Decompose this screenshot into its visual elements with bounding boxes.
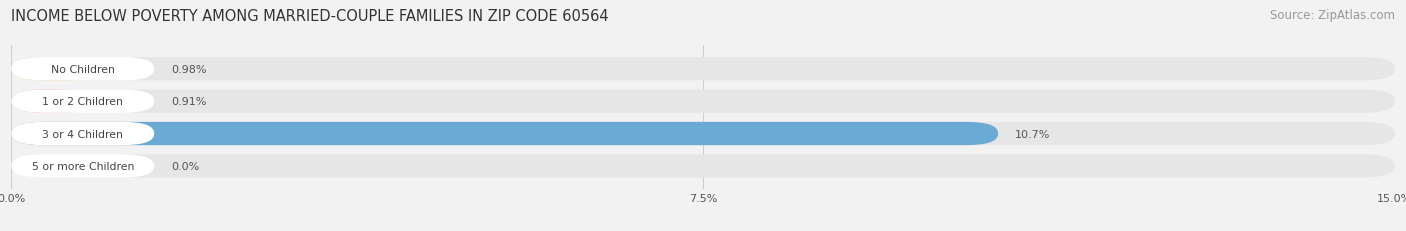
Text: No Children: No Children (51, 64, 115, 74)
FancyBboxPatch shape (11, 155, 1395, 178)
Text: INCOME BELOW POVERTY AMONG MARRIED-COUPLE FAMILIES IN ZIP CODE 60564: INCOME BELOW POVERTY AMONG MARRIED-COUPL… (11, 9, 609, 24)
FancyBboxPatch shape (11, 90, 1395, 113)
FancyBboxPatch shape (11, 58, 1395, 81)
Text: Source: ZipAtlas.com: Source: ZipAtlas.com (1270, 9, 1395, 22)
Text: 0.98%: 0.98% (170, 64, 207, 74)
Text: 10.7%: 10.7% (1015, 129, 1050, 139)
Text: 1 or 2 Children: 1 or 2 Children (42, 97, 124, 107)
FancyBboxPatch shape (11, 58, 155, 81)
FancyBboxPatch shape (11, 122, 998, 146)
Text: 0.0%: 0.0% (170, 161, 200, 171)
FancyBboxPatch shape (11, 90, 155, 113)
Text: 3 or 4 Children: 3 or 4 Children (42, 129, 124, 139)
Text: 0.91%: 0.91% (170, 97, 207, 107)
FancyBboxPatch shape (11, 155, 155, 178)
FancyBboxPatch shape (11, 58, 101, 81)
FancyBboxPatch shape (11, 90, 96, 113)
FancyBboxPatch shape (11, 122, 1395, 146)
FancyBboxPatch shape (11, 122, 155, 146)
Text: 5 or more Children: 5 or more Children (31, 161, 134, 171)
